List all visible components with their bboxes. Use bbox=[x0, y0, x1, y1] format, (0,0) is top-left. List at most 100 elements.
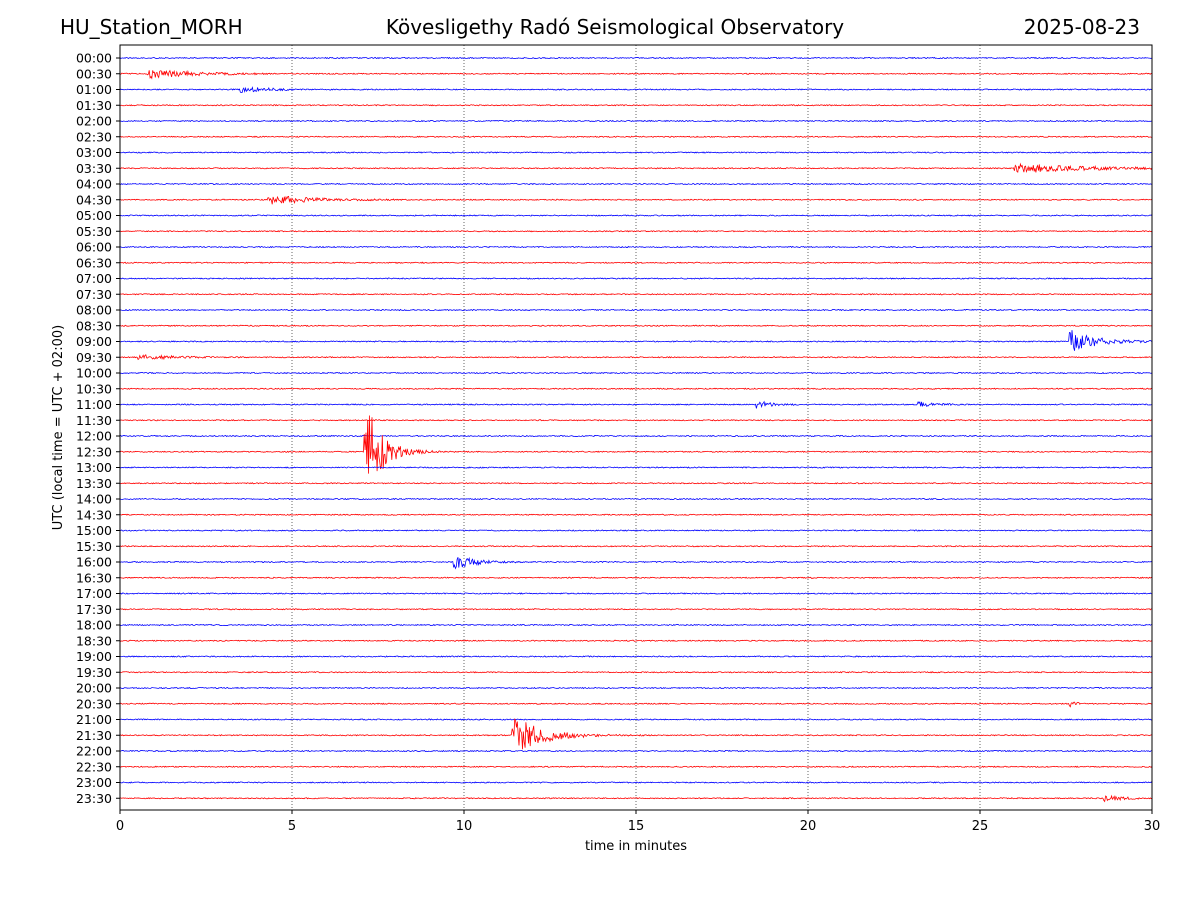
seismic-trace-row bbox=[119, 69, 1153, 80]
seismic-trace-row bbox=[119, 308, 1153, 312]
x-axis-label: time in minutes bbox=[585, 839, 687, 854]
x-tick-label: 20 bbox=[800, 819, 817, 834]
station-name: HU_Station_MORH bbox=[60, 15, 243, 39]
seismic-trace-row bbox=[119, 415, 1153, 474]
row-time-label: 03:30 bbox=[76, 161, 112, 176]
seismic-trace-row bbox=[119, 119, 1153, 123]
seismic-trace-row bbox=[119, 135, 1153, 138]
row-time-label: 20:30 bbox=[76, 696, 112, 711]
row-time-label: 15:30 bbox=[76, 539, 112, 554]
seismic-trace-row bbox=[119, 195, 1153, 205]
row-time-label: 04:30 bbox=[76, 192, 112, 207]
seismic-trace-row bbox=[119, 749, 1153, 753]
row-time-label: 22:00 bbox=[76, 744, 112, 759]
row-time-label: 19:00 bbox=[76, 649, 112, 664]
seismic-trace-row bbox=[119, 576, 1153, 579]
seismic-traces bbox=[119, 56, 1153, 803]
seismic-trace-row bbox=[119, 230, 1153, 233]
row-time-label: 07:30 bbox=[76, 287, 112, 302]
seismic-trace-row bbox=[119, 623, 1153, 627]
row-time-label: 15:00 bbox=[76, 523, 112, 538]
seismic-trace-row bbox=[119, 781, 1153, 784]
row-time-label: 17:00 bbox=[76, 586, 112, 601]
chart-date: 2025-08-23 bbox=[1023, 15, 1140, 39]
seismic-trace-row bbox=[119, 293, 1153, 296]
seismic-trace-row bbox=[119, 400, 1153, 409]
seismic-trace-row bbox=[119, 419, 1153, 422]
row-time-label: 01:30 bbox=[76, 98, 112, 113]
seismic-trace-row bbox=[119, 104, 1153, 107]
seismic-trace-row bbox=[119, 387, 1153, 390]
row-time-label: 09:30 bbox=[76, 350, 112, 365]
seismic-trace-row bbox=[119, 529, 1153, 532]
seismic-trace-row bbox=[119, 556, 1153, 570]
seismic-trace-row bbox=[119, 655, 1153, 658]
seismic-trace-row bbox=[119, 277, 1153, 280]
row-time-label: 10:30 bbox=[76, 381, 112, 396]
row-time-label: 13:00 bbox=[76, 460, 112, 475]
row-time-label: 12:30 bbox=[76, 444, 112, 459]
seismic-trace-row bbox=[119, 686, 1153, 690]
row-time-label: 06:30 bbox=[76, 255, 112, 270]
seismic-trace-row bbox=[119, 592, 1153, 595]
seismic-trace-row bbox=[119, 545, 1153, 548]
seismic-trace-row bbox=[119, 497, 1153, 501]
row-time-label: 14:00 bbox=[76, 492, 112, 507]
x-tick-labels: 0 5 10 15 20 25 30 bbox=[116, 810, 1160, 834]
seismic-trace-row bbox=[119, 482, 1153, 485]
seismic-trace-row bbox=[119, 466, 1153, 469]
row-time-label: 06:00 bbox=[76, 240, 112, 255]
x-tick-label: 5 bbox=[288, 819, 296, 834]
grid-lines bbox=[291, 45, 981, 810]
row-time-label: 02:30 bbox=[76, 129, 112, 144]
row-time-label: 00:30 bbox=[76, 66, 112, 81]
seismic-trace-row bbox=[119, 151, 1153, 154]
row-time-label: 11:30 bbox=[76, 413, 112, 428]
seismic-trace-row bbox=[119, 701, 1153, 708]
seismic-trace-row bbox=[119, 182, 1153, 186]
x-tick-label: 25 bbox=[972, 819, 989, 834]
row-time-label: 22:30 bbox=[76, 759, 112, 774]
row-time-label: 18:00 bbox=[76, 618, 112, 633]
x-tick-label: 15 bbox=[628, 819, 645, 834]
row-time-label: 21:00 bbox=[76, 712, 112, 727]
seismic-trace-row bbox=[119, 794, 1153, 803]
seismic-trace-row bbox=[119, 671, 1153, 674]
row-time-label: 04:00 bbox=[76, 177, 112, 192]
seismic-trace-row bbox=[119, 354, 1153, 361]
row-time-label: 12:00 bbox=[76, 429, 112, 444]
row-time-label: 00:00 bbox=[76, 51, 112, 66]
y-axis-label: UTC (local time = UTC + 02:00) bbox=[51, 325, 66, 530]
seismic-trace-row bbox=[119, 718, 1153, 721]
row-time-label: 19:30 bbox=[76, 665, 112, 680]
row-time-label: 23:30 bbox=[76, 791, 112, 806]
row-time-label: 11:00 bbox=[76, 397, 112, 412]
row-time-label: 13:30 bbox=[76, 476, 112, 491]
row-time-label: 07:00 bbox=[76, 271, 112, 286]
seismic-trace-row bbox=[119, 261, 1153, 264]
seismic-trace-row bbox=[119, 513, 1153, 516]
seismic-trace-row bbox=[119, 718, 1153, 750]
seismic-trace-row bbox=[119, 639, 1153, 642]
seismic-trace-row bbox=[119, 371, 1153, 375]
seismic-trace-row bbox=[119, 214, 1153, 217]
seismic-trace-row bbox=[119, 324, 1153, 327]
seismic-trace-row bbox=[119, 434, 1153, 438]
seismic-trace-row bbox=[119, 330, 1153, 351]
row-time-label: 03:00 bbox=[76, 145, 112, 160]
row-time-label: 17:30 bbox=[76, 602, 112, 617]
row-time-label: 10:00 bbox=[76, 366, 112, 381]
row-time-label: 08:00 bbox=[76, 303, 112, 318]
y-tick-labels: 00:0000:3001:0001:3002:0002:3003:0003:30… bbox=[76, 51, 120, 806]
row-time-label: 21:30 bbox=[76, 728, 112, 743]
row-time-label: 09:00 bbox=[76, 334, 112, 349]
row-time-label: 16:30 bbox=[76, 570, 112, 585]
chart-title: Kövesligethy Radó Seismological Observat… bbox=[385, 15, 845, 39]
x-tick-label: 10 bbox=[456, 819, 473, 834]
seismic-trace-row bbox=[119, 162, 1153, 173]
seismic-trace-row bbox=[119, 86, 1153, 94]
x-tick-label: 0 bbox=[116, 819, 124, 834]
row-time-label: 14:30 bbox=[76, 507, 112, 522]
row-time-label: 16:00 bbox=[76, 555, 112, 570]
x-tick-label: 30 bbox=[1144, 819, 1161, 834]
